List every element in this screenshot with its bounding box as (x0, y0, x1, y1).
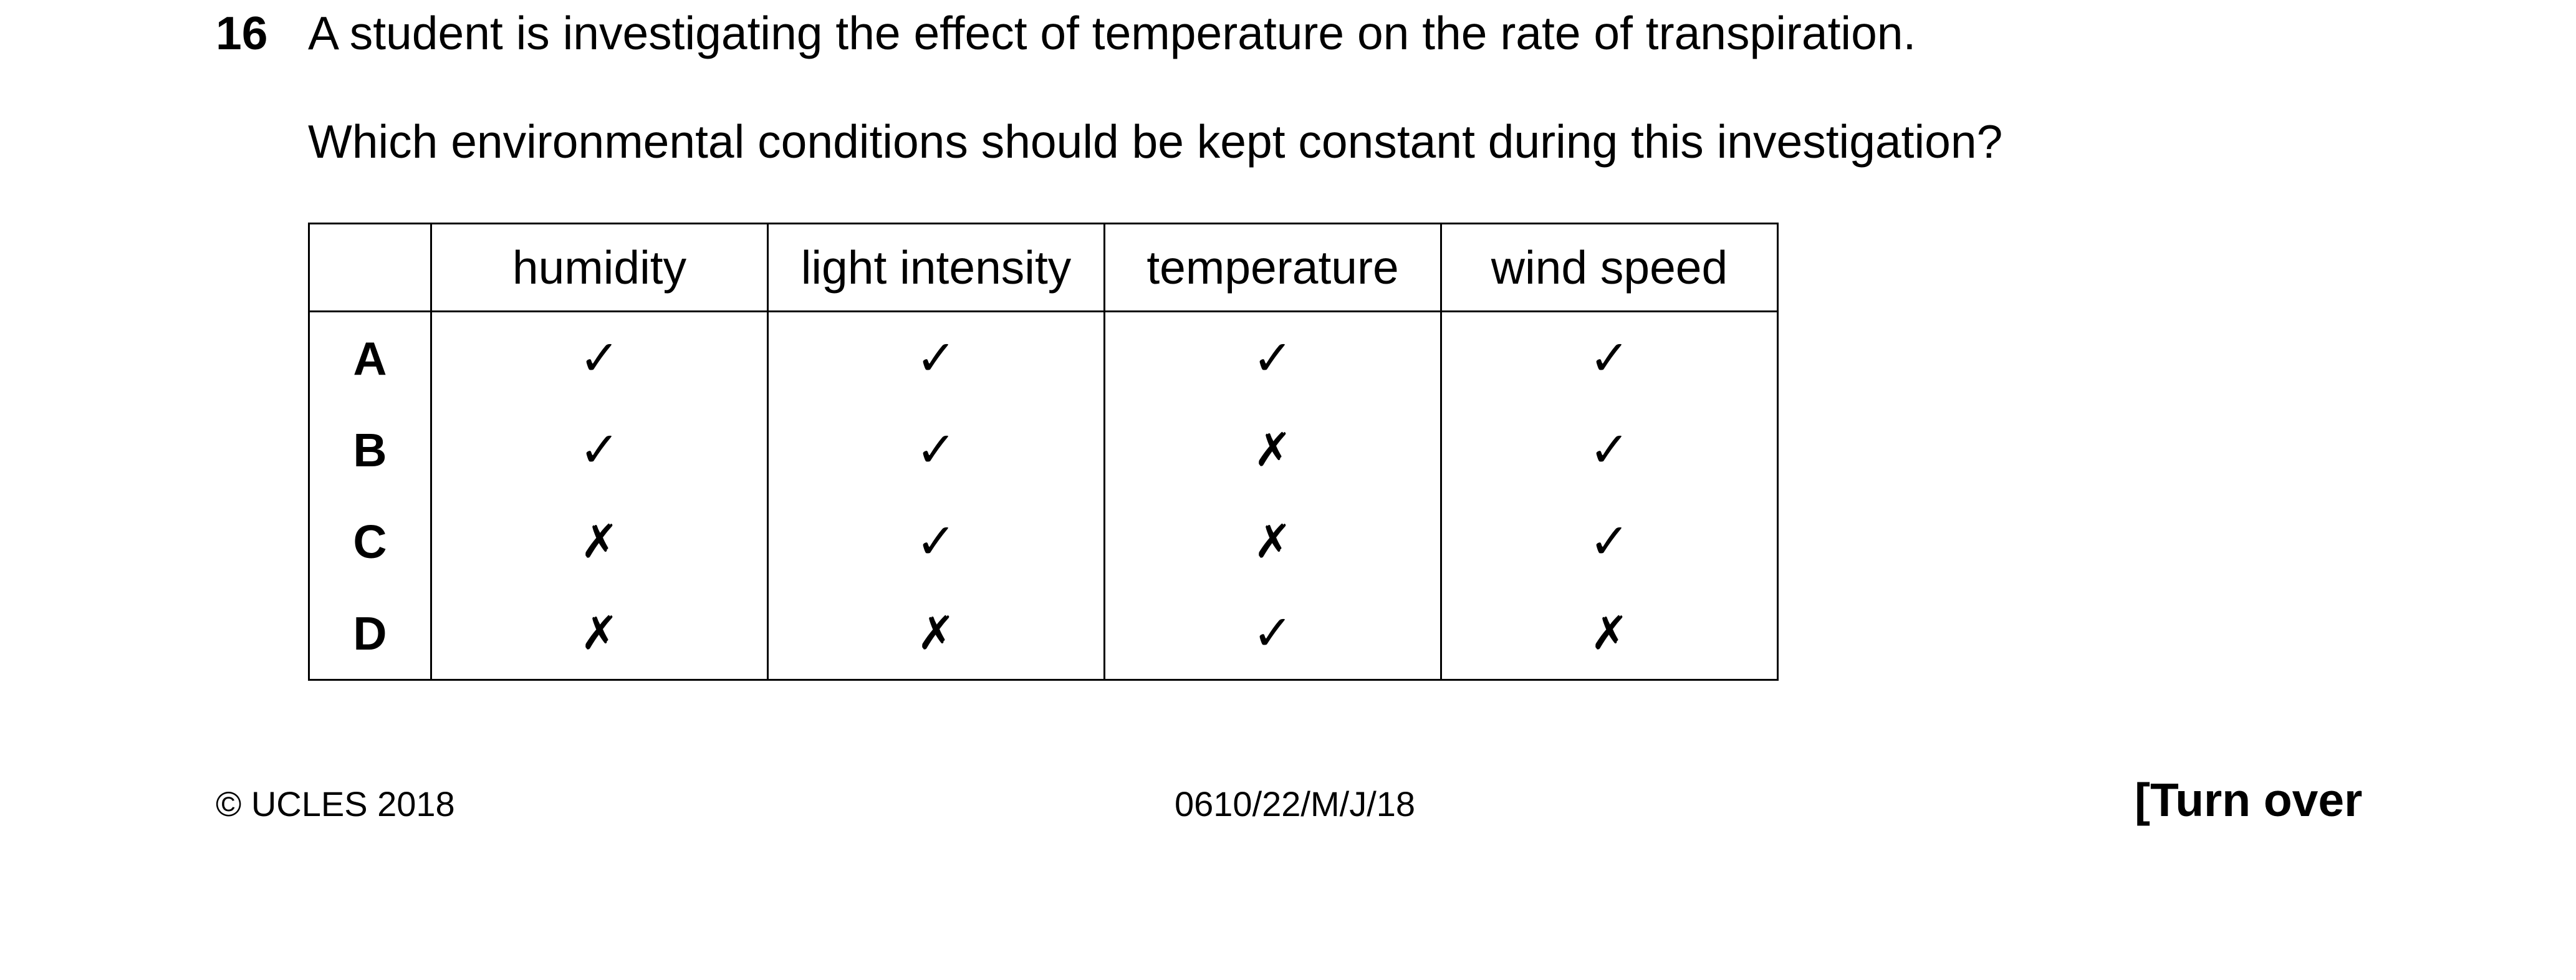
option-label-b: B (308, 404, 432, 496)
header-corner (308, 223, 432, 312)
column-header-humidity: humidity (430, 223, 769, 312)
question-number: 16 (216, 7, 268, 59)
table-cell: ✓ (767, 496, 1105, 587)
turn-over-text: [Turn over (2135, 774, 2363, 826)
table-row: B ✓ ✓ ✗ ✓ (308, 404, 1779, 496)
table-header-row: humidity light intensity temperature win… (308, 223, 1779, 312)
column-header-light-intensity: light intensity (767, 223, 1105, 312)
tick-icon: ✓ (579, 421, 620, 478)
table-cell: ✗ (430, 496, 769, 587)
table-cell: ✓ (1103, 587, 1442, 681)
table-cell: ✓ (430, 311, 769, 404)
copyright-text: © UCLES 2018 (216, 784, 455, 824)
options-table: humidity light intensity temperature win… (308, 223, 1779, 681)
tick-icon: ✓ (1588, 513, 1630, 570)
table-row: D ✗ ✗ ✓ ✗ (308, 587, 1779, 681)
column-header-temperature: temperature (1103, 223, 1442, 312)
table-cell: ✗ (1440, 587, 1779, 681)
table-cell: ✗ (430, 587, 769, 681)
tick-icon: ✓ (1588, 330, 1630, 387)
tick-icon: ✓ (915, 513, 957, 570)
table-cell: ✓ (1103, 311, 1442, 404)
question-prompt: Which environmental conditions should be… (308, 115, 2003, 168)
tick-icon: ✓ (579, 330, 620, 387)
tick-icon: ✓ (915, 421, 957, 478)
tick-icon: ✓ (915, 330, 957, 387)
column-header-wind-speed: wind speed (1440, 223, 1779, 312)
cross-icon: ✗ (580, 514, 619, 569)
table-cell: ✓ (767, 404, 1105, 496)
tick-icon: ✓ (1588, 421, 1630, 478)
table-row: A ✓ ✓ ✓ ✓ (308, 311, 1779, 404)
table-cell: ✗ (1103, 404, 1442, 496)
question-stem: A student is investigating the effect of… (308, 7, 1916, 59)
table-cell: ✓ (1440, 496, 1779, 587)
cross-icon: ✗ (1253, 514, 1292, 569)
table-cell: ✓ (1440, 311, 1779, 404)
table-cell: ✗ (767, 587, 1105, 681)
table-cell: ✓ (767, 311, 1105, 404)
cross-icon: ✗ (580, 606, 619, 660)
cross-icon: ✗ (916, 606, 956, 660)
cross-icon: ✗ (1590, 606, 1629, 660)
paper-code: 0610/22/M/J/18 (1175, 784, 1416, 824)
table-cell: ✓ (430, 404, 769, 496)
table-cell: ✗ (1103, 496, 1442, 587)
table-cell: ✓ (1440, 404, 1779, 496)
tick-icon: ✓ (1252, 330, 1294, 387)
option-label-d: D (308, 587, 432, 681)
cross-icon: ✗ (1253, 423, 1292, 477)
tick-icon: ✓ (1252, 605, 1294, 661)
table-row: C ✗ ✓ ✗ ✓ (308, 496, 1779, 587)
option-label-a: A (308, 311, 432, 404)
option-label-c: C (308, 496, 432, 587)
